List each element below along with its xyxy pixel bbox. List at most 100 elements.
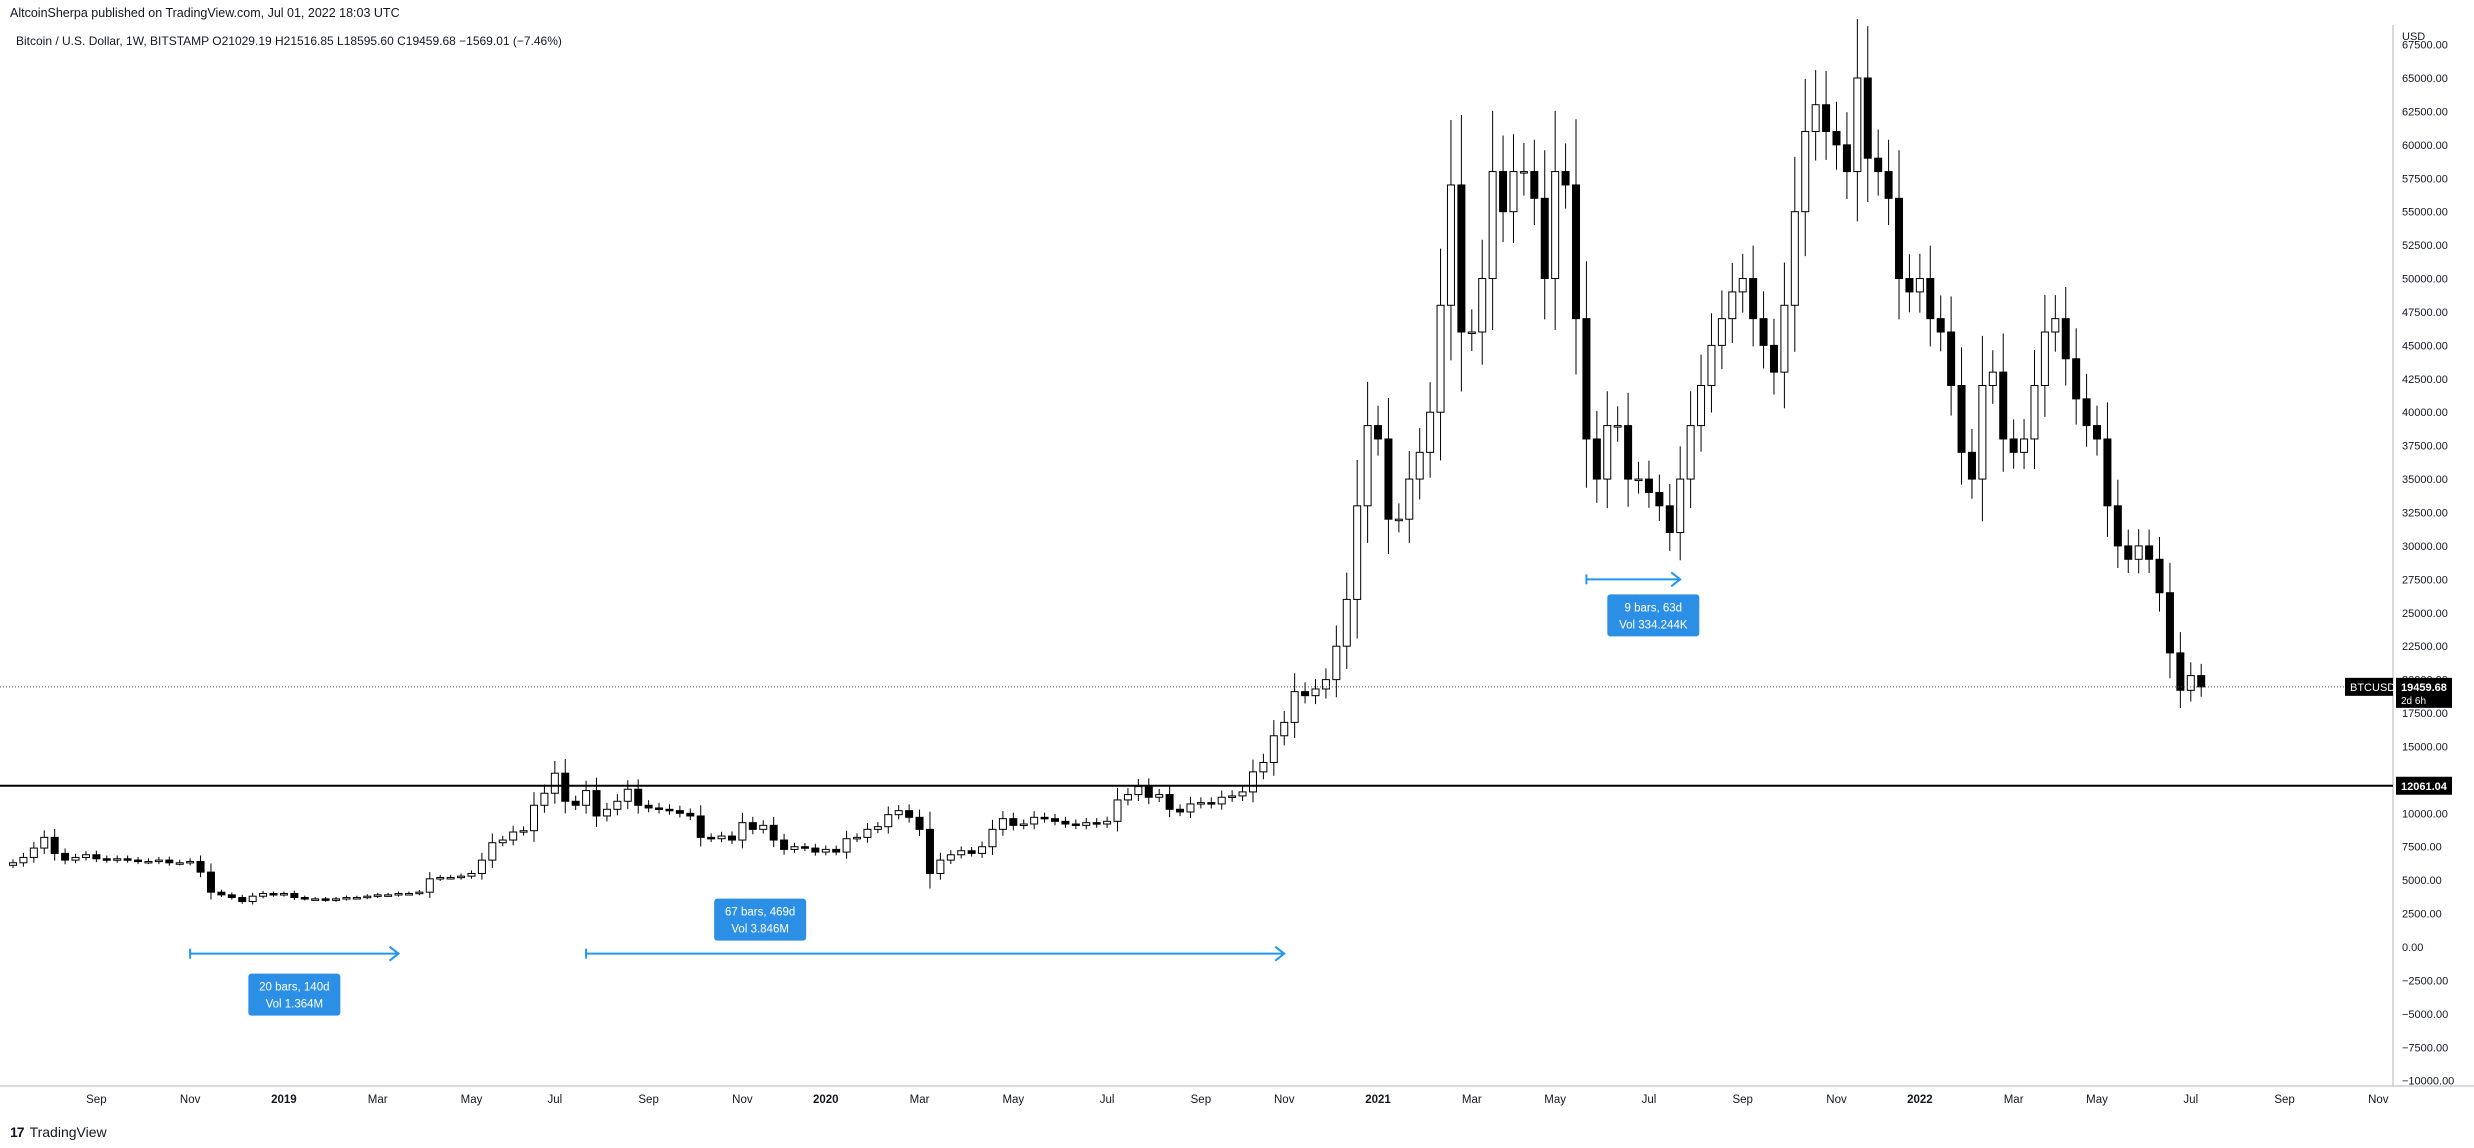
x-tick-label: 2019 [271,1094,297,1106]
candle-down [1655,491,1664,507]
symbol-info: Bitcoin / U.S. Dollar, 1W, BITSTAMP O210… [16,34,562,48]
candle-down [1061,820,1070,825]
candle-down [1384,438,1393,520]
candle-up [373,894,382,897]
candle-up [1082,822,1091,826]
measure-vol-label: Vol 1.364M [266,999,324,1011]
candle-down [1499,171,1508,213]
candle-up [1134,786,1143,796]
x-tick-label: Sep [1732,1094,1752,1106]
x-tick-label: Mar [1462,1094,1482,1106]
x-tick-label: Nov [1826,1094,1847,1106]
candle-up [978,846,987,854]
candle-down [748,822,757,830]
candle-down [1967,451,1976,480]
candle-down [915,816,924,830]
candle-down [196,860,205,873]
candle-down [780,839,789,850]
candle-up [582,790,591,806]
x-tick-label: Jul [1642,1094,1657,1106]
candle-down [1759,318,1768,346]
candle-down [1936,318,1945,333]
candle-up [1290,691,1299,723]
candle-down [1009,818,1018,826]
candle-down [592,790,601,817]
candle-up [1509,171,1518,213]
candle-down [217,891,226,896]
candle-up [509,831,518,841]
candle-up [477,859,486,874]
candle-up [113,858,122,861]
y-tick-label: 5000.00 [2402,875,2442,887]
candle-down [1905,278,1914,293]
x-tick-label: 2020 [813,1094,839,1106]
candle-up [1415,451,1424,480]
measure-arrowhead [1274,945,1286,962]
candle-up [1728,291,1737,320]
candle-up [1259,762,1268,773]
y-tick-label: 67500.00 [2402,40,2448,52]
candle-down [1592,438,1601,480]
y-tick-label: 47500.00 [2402,307,2448,319]
candle-up [1321,679,1330,690]
candle-up [1676,478,1685,534]
candle-down [1040,816,1049,820]
y-tick-label: 10000.00 [2402,808,2448,820]
candle-up [1801,130,1810,213]
y-tick-label: −10000.00 [2402,1076,2454,1088]
measure-label-box [1607,594,1700,637]
candle-up [81,854,90,858]
candle-down [571,800,580,806]
candle-up [498,839,507,844]
y-tick-label: 27500.00 [2402,574,2448,586]
candle-up [1915,278,1924,293]
x-tick-label: Sep [2274,1094,2294,1106]
candle-down [665,808,674,812]
candle-up [1353,505,1362,600]
candle-down [1176,808,1185,813]
candle-down [2061,318,2070,360]
candle-down [1832,130,1841,146]
candle-up [154,859,163,863]
candle-down [1301,691,1310,697]
candle-down [2124,545,2133,560]
y-tick-label: 22500.00 [2402,641,2448,653]
candle-up [2030,384,2039,440]
candle-down [1457,184,1466,333]
candle-down [696,815,705,838]
candle-up [1217,796,1226,805]
y-tick-label: 37500.00 [2402,441,2448,453]
x-tick-label: May [461,1094,483,1106]
candle-down [1165,794,1174,810]
candle-down [123,858,132,861]
candle-up [488,842,497,861]
candle-down [1665,505,1674,534]
candle-down [1644,478,1653,493]
tradingview-logo[interactable]: 17 TradingView [10,1124,107,1140]
candle-up [988,828,997,848]
candle-up [1811,104,1820,132]
current-price-tag [2396,677,2452,708]
candle-up [1697,384,1706,427]
symbol-tag-label: BTCUSD [2350,682,2395,694]
candle-up [530,804,538,832]
candle-up [1155,794,1164,798]
candle-up [957,850,966,856]
x-tick-label: Jul [2183,1094,2198,1106]
candle-down [206,871,215,893]
candle-up [1519,171,1528,174]
candle-up [384,894,393,897]
x-tick-label: Sep [638,1094,658,1106]
candle-down [2176,652,2185,691]
candle-down [1071,823,1080,827]
candle-up [1186,803,1195,813]
candle-up [1551,171,1560,280]
y-tick-label: 62500.00 [2402,106,2448,118]
candle-down [2072,358,2081,400]
candle-down [2197,675,2206,688]
candle-down [1540,197,1549,280]
candle-down [727,835,736,841]
candle-up [279,893,288,896]
y-tick-label: 30000.00 [2402,541,2448,553]
